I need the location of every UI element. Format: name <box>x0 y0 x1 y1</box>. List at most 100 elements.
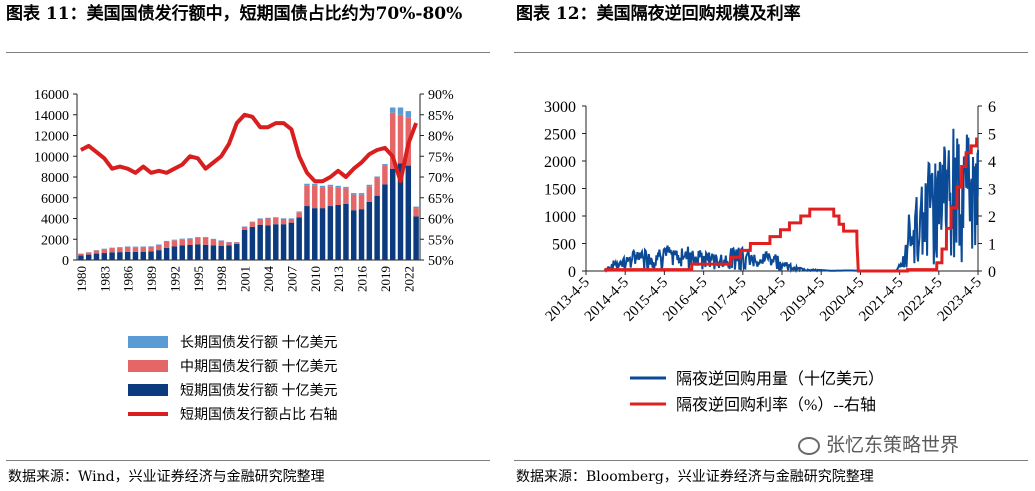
left-title-rule <box>6 52 490 53</box>
bar-segment <box>241 226 248 230</box>
x-tick-label: 1998 <box>214 266 229 292</box>
bar-segment <box>335 185 341 188</box>
x-tick-label: 1980 <box>74 266 89 292</box>
bar-segment <box>397 163 404 260</box>
bar-segment <box>234 242 240 244</box>
watermark: 张忆东策略世界 <box>798 430 959 457</box>
bar-segment <box>351 210 357 260</box>
bar-segment <box>163 241 170 248</box>
left-y-tick-label: 2500 <box>544 127 576 144</box>
bar-segment <box>296 212 302 218</box>
bar-segment <box>218 240 224 246</box>
left-chart-title: 图表 11：美国国债发行额中，短期国债占比约为70%-80% <box>6 4 463 24</box>
bar-segment <box>312 183 318 186</box>
right-source-note: 数据来源：Bloomberg，兴业证券经济与金融研究院整理 <box>516 469 874 485</box>
x-tick-label: 2013 <box>331 266 346 292</box>
right-y-tick-label: 85% <box>428 109 454 124</box>
bar-segment <box>187 244 193 260</box>
bar-segment <box>132 251 139 260</box>
right-y-tick-label: 3 <box>988 182 996 199</box>
right-y-tick-label: 2 <box>988 209 996 226</box>
bar-segment <box>288 222 295 260</box>
bar-segment <box>132 246 139 248</box>
x-tick-label: 1992 <box>167 266 182 292</box>
bar-segment <box>124 246 131 252</box>
bar-segment <box>249 226 256 260</box>
bar-segment <box>397 107 404 115</box>
left-y-tick-label: 10000 <box>34 150 69 165</box>
bar-segment <box>148 251 154 260</box>
bar-segment <box>358 193 365 195</box>
watermark-text: 张忆东策略世界 <box>826 434 960 456</box>
bar-segment <box>140 246 146 248</box>
bar-segment <box>327 206 334 260</box>
right-y-tick-label: 50% <box>428 254 454 269</box>
bar-segment <box>132 247 139 252</box>
bar-segment <box>288 218 295 220</box>
right-y-tick-label: 5 <box>988 127 996 144</box>
right-y-tick-label: 90% <box>428 88 454 103</box>
bar-segment <box>335 187 341 206</box>
bar-segment <box>85 254 92 260</box>
bar-segment <box>288 219 295 223</box>
bar-segment <box>226 245 232 260</box>
x-tick-label: 1995 <box>191 266 206 292</box>
bar-segment <box>101 253 108 260</box>
right-y-tick-label: 70% <box>428 171 454 186</box>
bar-segment <box>109 248 115 253</box>
bar-segment <box>374 195 380 260</box>
bar-segment <box>296 211 302 213</box>
x-tick-label: 1983 <box>97 266 112 292</box>
bar-segment <box>179 245 185 260</box>
legend-label: 中期国债发行额 十亿美元 <box>180 359 338 375</box>
left-y-tick-label: 16000 <box>34 88 69 103</box>
legend-swatch <box>128 336 168 348</box>
x-tick-label: 1986 <box>121 266 136 293</box>
bar-segment <box>163 240 170 242</box>
bar-segment <box>218 240 224 241</box>
bar-segment <box>366 201 373 260</box>
bar-segment <box>117 247 123 253</box>
bar-segment <box>78 253 84 256</box>
bar-segment <box>319 185 326 188</box>
bar-segment <box>327 186 334 207</box>
bar-segment <box>171 240 178 247</box>
bar-segment <box>148 246 154 252</box>
bar-segment <box>280 218 287 219</box>
bar-segment <box>117 252 123 260</box>
bar-segment <box>156 244 162 245</box>
bar-segment <box>319 187 326 209</box>
bar-segment <box>312 208 318 260</box>
right-title-rule <box>514 52 1028 53</box>
bar-segment <box>335 205 341 260</box>
bar-segment <box>374 176 380 179</box>
legend-swatch <box>128 384 168 396</box>
left-y-tick-label: 1000 <box>544 209 576 226</box>
legend-swatch <box>128 360 168 372</box>
bar-segment <box>226 242 232 246</box>
x-tick-label: 2004 <box>261 266 276 293</box>
bar-segment <box>405 165 412 260</box>
bar-segment <box>265 225 271 260</box>
bar-segment <box>210 239 217 246</box>
x-tick-label: 2007 <box>284 266 299 293</box>
bar-segment <box>249 221 256 223</box>
bar-segment <box>343 188 349 204</box>
bar-segment <box>195 237 201 245</box>
bar-segment <box>304 183 310 186</box>
bar-segment <box>413 206 419 209</box>
bar-segment <box>319 208 326 260</box>
legend-label: 隔夜逆回购利率（%）--右轴 <box>676 396 876 414</box>
bar-segment <box>93 250 100 254</box>
legend-label: 长期国债发行额 十亿美元 <box>180 335 338 351</box>
bar-segment <box>218 245 224 260</box>
left-source-rule <box>6 460 490 461</box>
bar-segment <box>187 238 193 245</box>
right-y-tick-label: 55% <box>428 233 454 248</box>
rrp-rate-line <box>604 137 979 273</box>
bar-segment <box>273 224 279 260</box>
bar-segment <box>187 238 193 239</box>
bar-segment <box>195 236 201 238</box>
